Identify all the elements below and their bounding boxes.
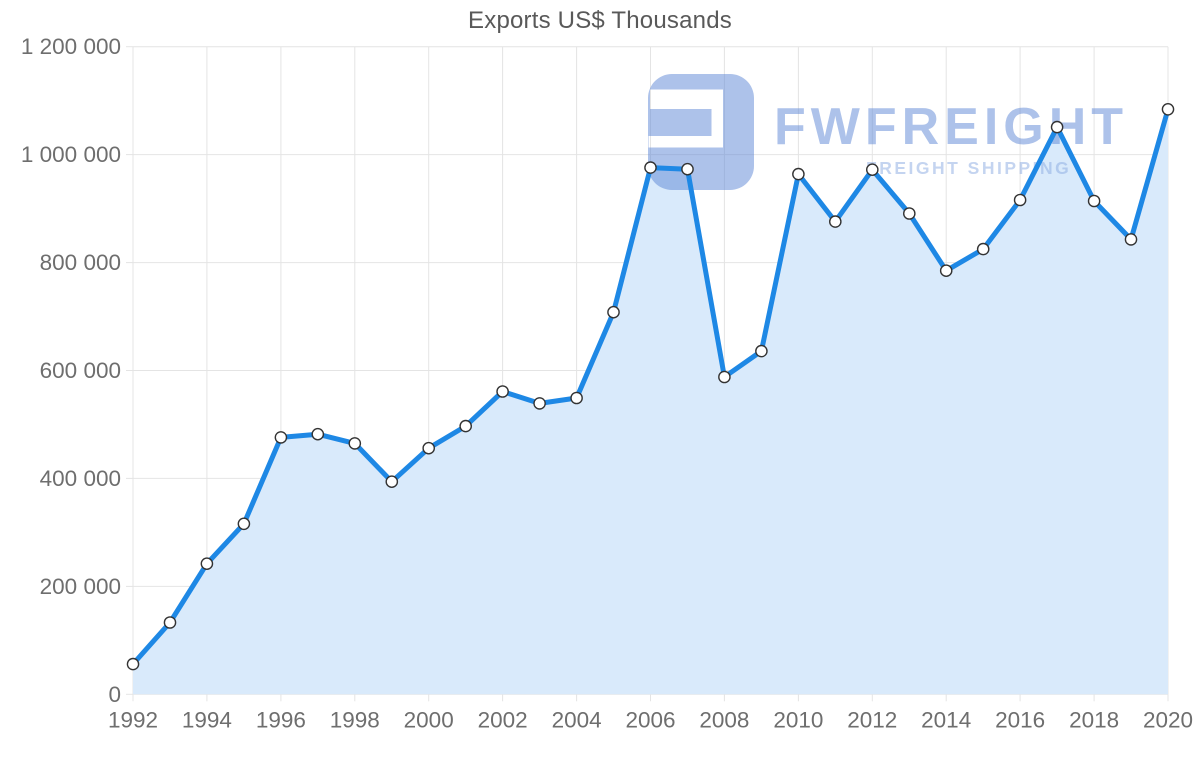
x-tick-label: 1998 xyxy=(330,707,380,732)
x-tick-label: 2016 xyxy=(995,707,1045,732)
data-point-2019[interactable] xyxy=(1124,233,1138,246)
x-tick-label: 2018 xyxy=(1069,707,1119,732)
data-point-2001[interactable] xyxy=(459,419,473,433)
data-point-2000[interactable] xyxy=(422,441,436,455)
y-tick-label: 800 000 xyxy=(40,250,121,275)
data-point-1992[interactable] xyxy=(126,657,140,671)
data-point-2018[interactable] xyxy=(1087,194,1101,208)
watermark-brand: FWFREIGHT xyxy=(774,98,1128,156)
data-point-2012[interactable] xyxy=(866,163,879,176)
y-tick-label: 600 000 xyxy=(40,358,121,383)
watermark-tagline: FREIGHT SHIPPING xyxy=(866,158,1071,178)
data-point-2003[interactable] xyxy=(533,397,546,410)
y-tick-label: 1 000 000 xyxy=(21,142,121,167)
x-tick-label: 2006 xyxy=(625,707,675,732)
x-tick-label: 2004 xyxy=(552,707,602,732)
data-point-2017[interactable] xyxy=(1050,120,1064,134)
x-tick-label: 1992 xyxy=(108,707,158,732)
data-point-2014[interactable] xyxy=(939,264,953,278)
y-tick-label: 400 000 xyxy=(40,466,121,491)
fwfreight-logo-icon xyxy=(648,74,754,190)
data-point-1993[interactable] xyxy=(163,616,177,629)
x-tick-label: 1996 xyxy=(256,707,306,732)
x-tick-label: 1994 xyxy=(182,707,232,732)
x-tick-label: 2014 xyxy=(921,707,971,732)
data-point-2004[interactable] xyxy=(570,391,583,405)
data-point-1999[interactable] xyxy=(385,475,399,489)
data-point-2011[interactable] xyxy=(829,215,842,228)
data-point-2015[interactable] xyxy=(976,242,990,256)
x-tick-label: 2010 xyxy=(773,707,823,732)
x-tick-label: 2000 xyxy=(404,707,454,732)
data-point-2009[interactable] xyxy=(755,344,768,358)
data-point-1995[interactable] xyxy=(237,517,251,531)
x-tick-label: 2002 xyxy=(478,707,528,732)
data-point-2020[interactable] xyxy=(1161,103,1175,116)
y-tick-label: 1 200 000 xyxy=(21,34,121,59)
data-point-1994[interactable] xyxy=(200,557,214,571)
area-fill xyxy=(133,109,1168,695)
data-point-2010[interactable] xyxy=(792,167,805,181)
data-point-1996[interactable] xyxy=(274,431,288,444)
data-point-2002[interactable] xyxy=(496,385,509,398)
data-point-2005[interactable] xyxy=(607,305,620,319)
data-points xyxy=(126,103,1175,671)
x-tick-label: 2008 xyxy=(699,707,749,732)
data-point-2016[interactable] xyxy=(1013,193,1027,207)
data-point-2007[interactable] xyxy=(681,162,694,176)
data-point-2013[interactable] xyxy=(903,207,916,220)
data-point-2008[interactable] xyxy=(718,370,731,384)
x-tick-label: 2020 xyxy=(1143,707,1193,732)
data-point-1997[interactable] xyxy=(311,427,325,441)
y-tick-label: 200 000 xyxy=(40,574,121,599)
data-point-2006[interactable] xyxy=(644,161,657,174)
y-tick-label: 0 xyxy=(108,682,121,707)
x-tick-label: 2012 xyxy=(847,707,897,732)
data-point-1998[interactable] xyxy=(348,437,362,450)
